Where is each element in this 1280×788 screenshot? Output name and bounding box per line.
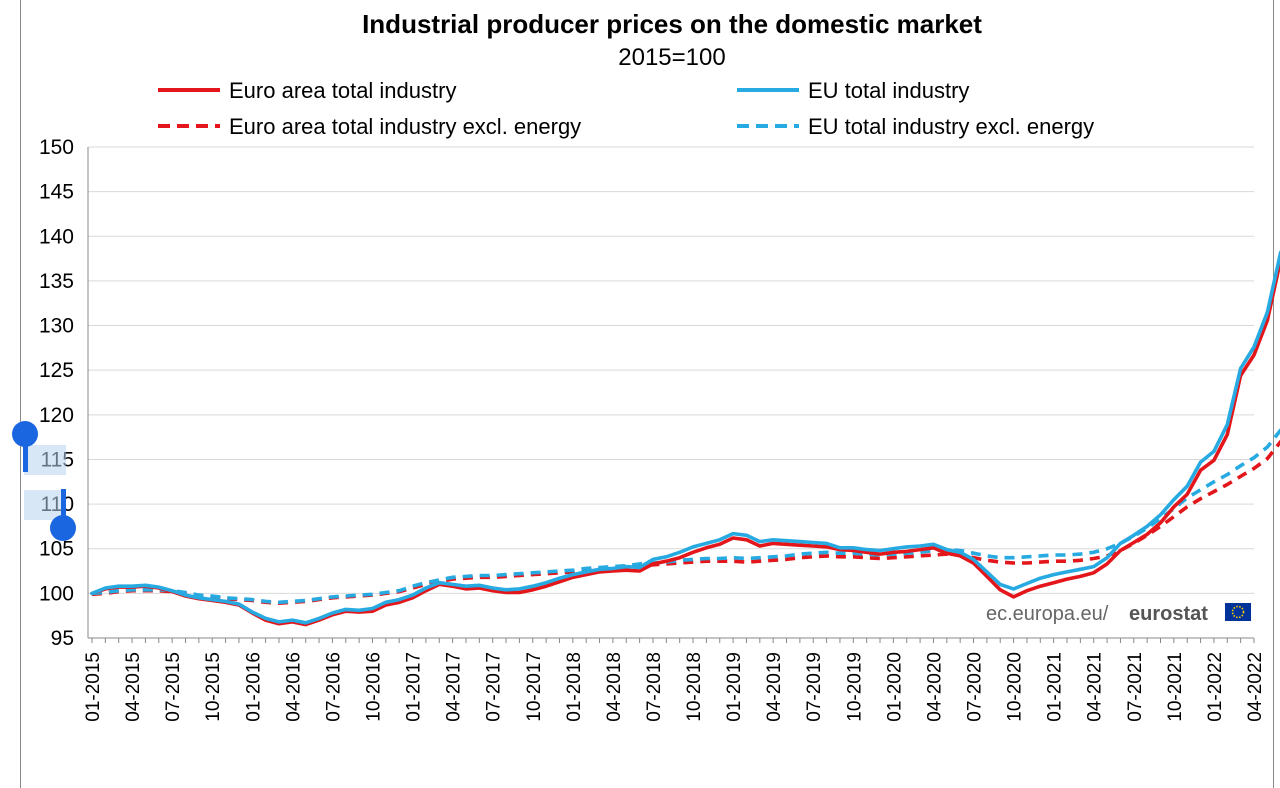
x-tick-label: 04-2020: [924, 652, 945, 722]
legend: Euro area total industry EU total industr…: [158, 78, 1094, 139]
x-tick-label: 01-2020: [884, 652, 905, 722]
x-tick-label: 01-2017: [404, 652, 425, 722]
legend-label: Euro area total industry excl. energy: [229, 114, 581, 139]
source-text: ec.europa.eu/: [986, 603, 1109, 625]
x-tick-label: 07-2015: [163, 652, 184, 722]
x-tick-label: 07-2019: [804, 652, 825, 722]
eu-stars-icon: [1231, 605, 1245, 619]
x-tick-label: 04-2022: [1245, 652, 1266, 722]
x-tick-label: 07-2020: [965, 652, 986, 722]
x-tick-label: 01-2018: [564, 652, 585, 722]
series-line-eu-total-industry-excl-energy: [91, 428, 1280, 605]
x-tick-label: 01-2021: [1045, 652, 1066, 722]
chart-subtitle: 2015=100: [618, 44, 725, 71]
x-tick-label: 10-2021: [1165, 652, 1186, 722]
x-tick-label: 07-2021: [1125, 652, 1146, 722]
x-tick-label: 04-2019: [764, 652, 785, 722]
selection-caret-end: [61, 489, 66, 521]
y-tick-label: 120: [39, 404, 74, 427]
selection-highlight-top: [24, 445, 66, 475]
x-tick-label: 01-2016: [243, 652, 264, 722]
x-tick-label: 07-2018: [644, 652, 665, 722]
y-tick-label: 140: [39, 225, 74, 248]
y-tick-label: 105: [39, 538, 74, 561]
legend-label: Euro area total industry: [229, 78, 456, 103]
x-tick-label: 04-2015: [123, 652, 144, 722]
x-tick-label: 01-2015: [83, 652, 104, 722]
chart-title: Industrial producer prices on the domest…: [362, 9, 982, 39]
gridlines: [88, 146, 1254, 639]
selection-caret-start: [23, 440, 28, 472]
x-tick-label: 07-2016: [323, 652, 344, 722]
x-tick-label: 04-2016: [283, 652, 304, 722]
selection-highlight-bottom: [24, 490, 66, 520]
y-tick-label: 100: [39, 582, 74, 605]
x-tick-label: 04-2021: [1085, 652, 1106, 722]
y-tick-label: 135: [39, 270, 74, 293]
source-note: ec.europa.eu/ eurostat: [986, 603, 1251, 625]
x-tick-label: 10-2015: [203, 652, 224, 722]
x-tick-label: 10-2020: [1005, 652, 1026, 722]
series-lines: [90, 250, 1280, 627]
selection-handle-end[interactable]: [50, 515, 76, 541]
y-tick-label: 145: [39, 181, 74, 204]
x-tick-label: 10-2016: [363, 652, 384, 722]
chart-frame: [20, 0, 1274, 788]
y-tick-label: 150: [39, 136, 74, 159]
eu-flag-icon: [1225, 603, 1251, 621]
x-tick-label: 10-2018: [684, 652, 705, 722]
selection-handle-start[interactable]: [12, 421, 38, 447]
x-tick-label: 04-2017: [444, 652, 465, 722]
legend-label: EU total industry: [808, 78, 969, 103]
x-tick-label: 07-2017: [484, 652, 505, 722]
x-tick-label: 01-2022: [1205, 652, 1226, 722]
y-tick-label: 125: [39, 359, 74, 382]
legend-label: EU total industry excl. energy: [808, 114, 1094, 139]
y-tick-label: 130: [39, 315, 74, 338]
series-line-euro-area-total-industry: [90, 257, 1280, 627]
y-tick-label: 95: [51, 627, 74, 650]
y-axis: 95100105110115120125130135140145150: [39, 136, 89, 650]
text-selection-overlay[interactable]: [12, 421, 76, 541]
x-tick-label: 10-2019: [844, 652, 865, 722]
x-tick-label: 01-2019: [724, 652, 745, 722]
series-line-eu-total-industry: [90, 250, 1280, 625]
x-axis: 01-2015 04-2015 07-2015 10-2015 01-2016 04-20…: [83, 638, 1266, 722]
x-tick-label: 10-2017: [524, 652, 545, 722]
source-brand: eurostat: [1129, 603, 1208, 625]
x-tick-label: 04-2018: [604, 652, 625, 722]
